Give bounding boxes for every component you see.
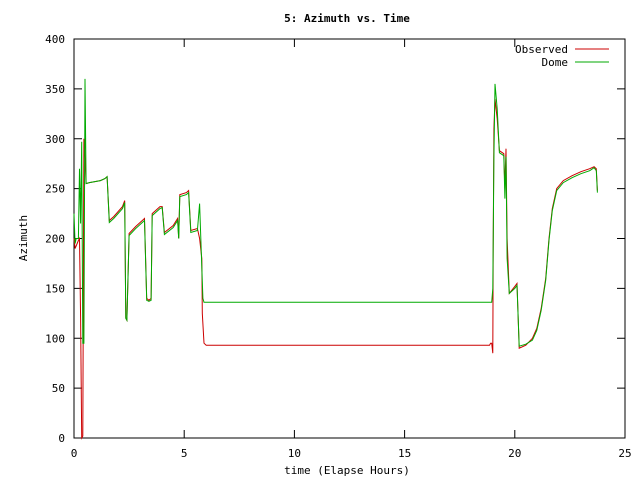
x-tick-label: 5 [181,447,188,460]
y-tick-label: 200 [45,233,65,246]
y-axis-ticks: 0 50 100 150 200 250 300 350 400 [45,33,625,445]
chart-title: 5: Azimuth vs. Time [284,12,410,25]
x-tick-label: 25 [618,447,631,460]
plot-area-border [73,38,626,439]
x-tick-label: 10 [288,447,301,460]
series-line-dome [73,78,598,347]
legend-label-dome: Dome [542,56,569,69]
y-tick-label: 100 [45,332,65,345]
y-tick-label: 0 [58,432,65,445]
x-tick-label: 0 [71,447,78,460]
x-tick-label: 15 [398,447,411,460]
legend: Observed Dome [515,43,609,69]
x-tick-label: 20 [508,447,521,460]
y-tick-label: 250 [45,183,65,196]
y-tick-label: 350 [45,83,65,96]
y-tick-label: 150 [45,282,65,295]
y-tick-label: 400 [45,33,65,46]
y-tick-label: 50 [52,382,65,395]
y-tick-label: 300 [45,133,65,146]
series-layer [73,78,598,440]
y-axis-label: Azimuth [17,215,30,261]
x-axis-ticks: 0 5 10 15 20 25 [71,39,632,460]
x-axis-label: time (Elapse Hours) [284,464,410,477]
legend-label-observed: Observed [515,43,568,56]
series-line-observed [73,98,598,440]
